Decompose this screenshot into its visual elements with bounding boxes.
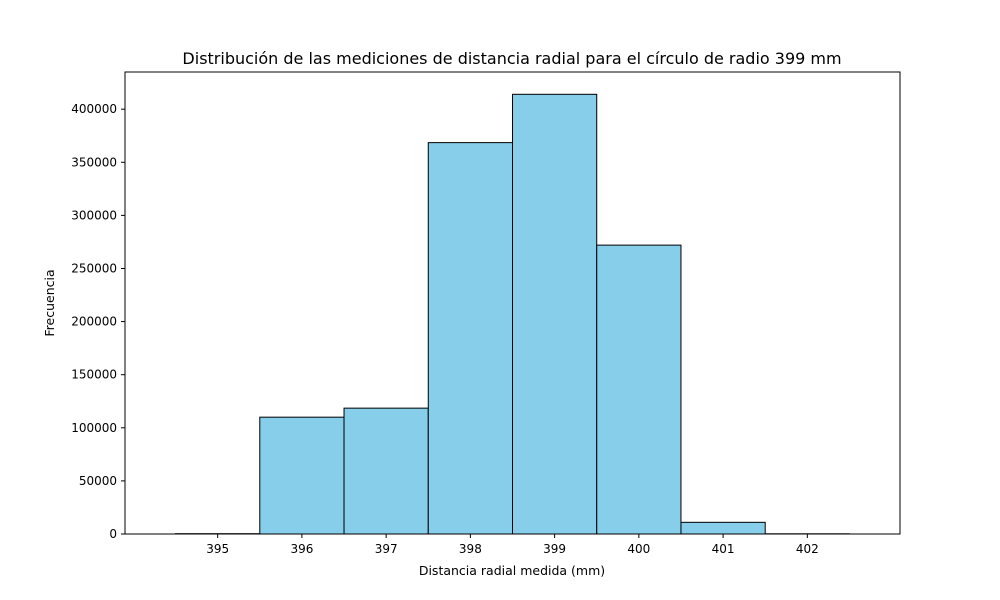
y-ticks: 0 50000 100000 150000 200000 250000 300000 3500…	[71, 102, 125, 541]
x-tick-label: 396	[290, 542, 313, 556]
histogram-bar	[259, 416, 345, 535]
histogram-bar	[680, 521, 766, 535]
chart-title: Distribución de las mediciones de distan…	[182, 49, 841, 68]
histogram-bar	[427, 142, 513, 535]
y-tick-label: 200000	[71, 315, 117, 329]
histogram-bar	[596, 244, 682, 535]
histogram-bar	[343, 407, 429, 535]
x-ticks: 395 396 397 398 399 400 401 402	[206, 534, 819, 556]
y-tick-label: 0	[109, 527, 117, 541]
y-tick-label: 400000	[71, 102, 117, 116]
x-tick-label: 395	[206, 542, 229, 556]
y-tick-label: 250000	[71, 261, 117, 275]
bars-group	[175, 93, 850, 535]
y-tick-label: 300000	[71, 208, 117, 222]
x-tick-label: 397	[375, 542, 398, 556]
x-axis-label: Distancia radial medida (mm)	[419, 563, 605, 578]
y-tick-label: 350000	[71, 155, 117, 169]
y-tick-label: 150000	[71, 368, 117, 382]
y-tick-label: 100000	[71, 421, 117, 435]
x-tick-label: 400	[627, 542, 650, 556]
y-tick-label: 50000	[79, 474, 117, 488]
x-tick-label: 399	[543, 542, 566, 556]
plot-frame	[124, 71, 901, 535]
x-tick-label: 398	[459, 542, 482, 556]
x-tick-label: 401	[712, 542, 735, 556]
y-axis-label: Frecuencia	[42, 269, 57, 336]
x-tick-label: 402	[796, 542, 819, 556]
histogram-bar	[512, 93, 598, 535]
